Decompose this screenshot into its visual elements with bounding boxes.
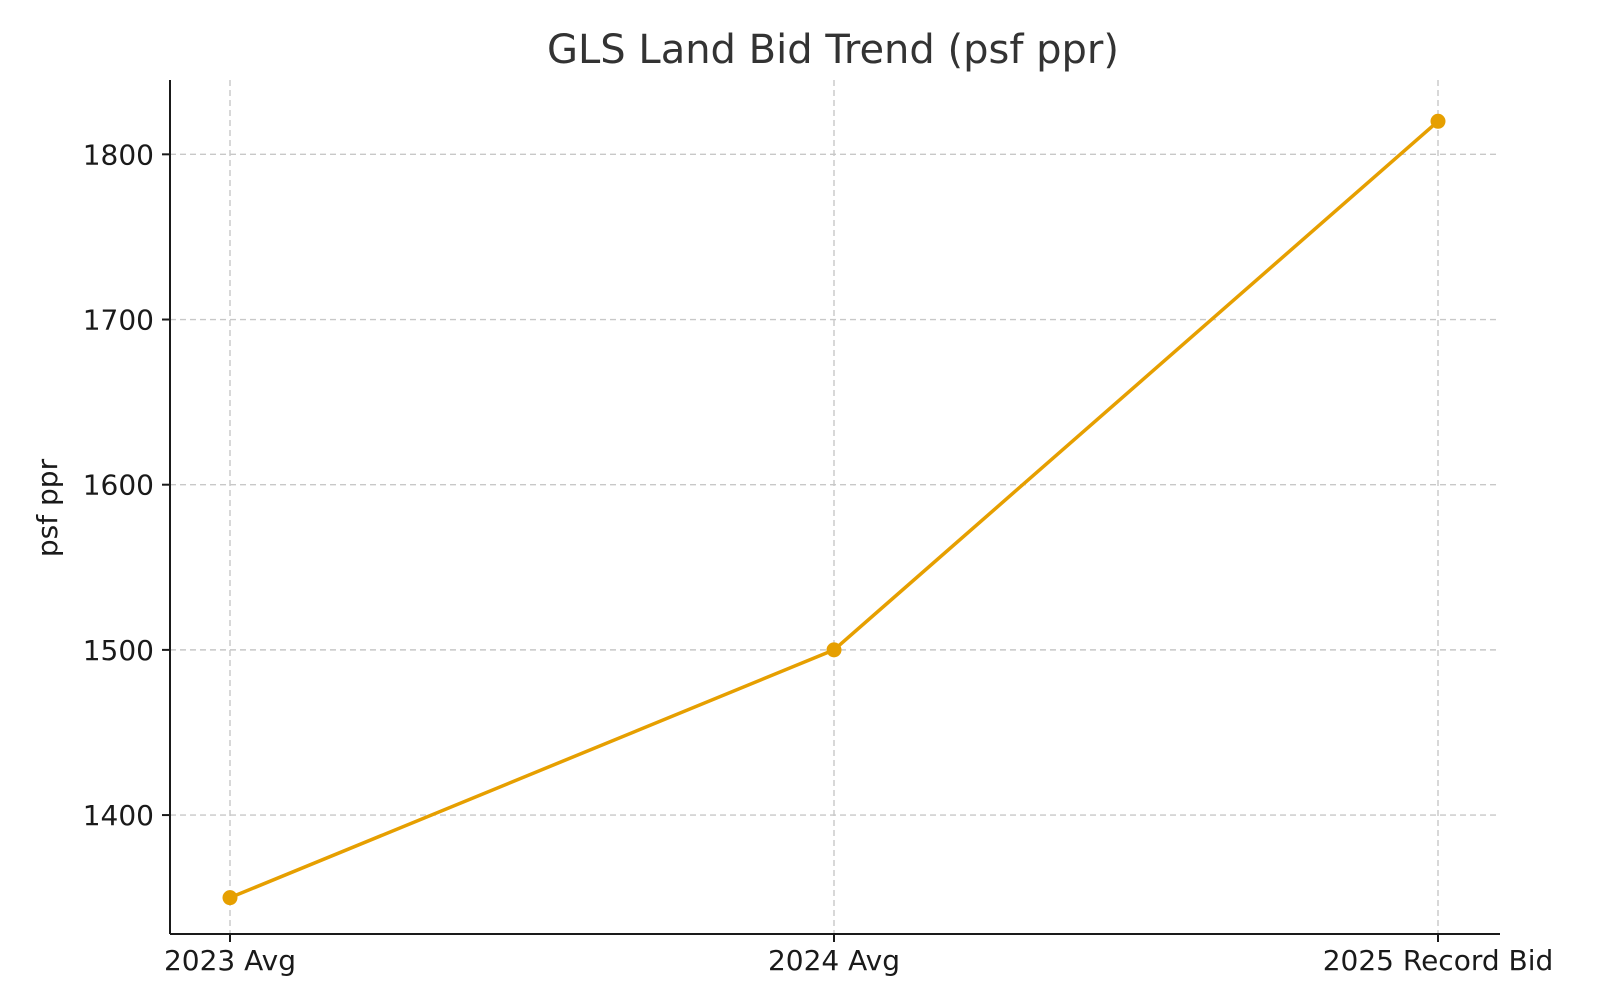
- ticks: 1400 1500 1600 1700 1800 2023 Avg 2024 Avg 2025…: [83, 138, 1554, 977]
- x-tick-label: 2024 Avg: [768, 944, 900, 977]
- y-tick-label: 1400: [83, 799, 154, 832]
- grid-layer: [170, 80, 1500, 934]
- y-tick-label: 1800: [83, 138, 154, 171]
- chart-title: GLS Land Bid Trend (psf ppr): [547, 27, 1119, 73]
- series-layer: [222, 113, 1446, 906]
- y-tick-label: 1700: [83, 304, 154, 337]
- data-point: [222, 890, 238, 906]
- data-point: [1430, 113, 1446, 129]
- axes: [169, 80, 1500, 935]
- x-tick-label: 2023 Avg: [164, 944, 296, 977]
- x-tick-label: 2025 Record Bid: [1323, 944, 1554, 977]
- y-tick-label: 1500: [83, 634, 154, 667]
- data-point: [826, 642, 842, 658]
- y-tick-label: 1600: [83, 469, 154, 502]
- y-axis-label: psf ppr: [31, 458, 64, 557]
